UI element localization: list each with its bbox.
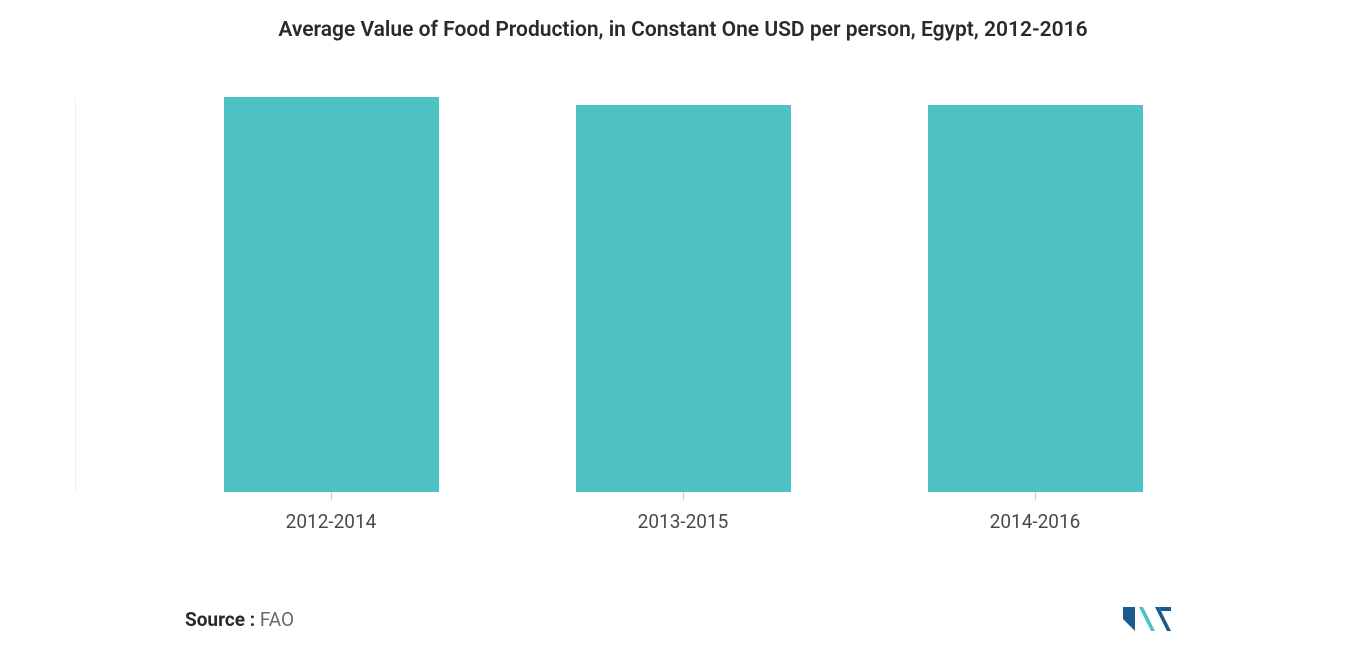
bar-1 [224, 97, 439, 492]
x-tick [1035, 492, 1036, 500]
bar-2 [576, 105, 791, 492]
bar-group [508, 97, 860, 492]
source-value: FAO [260, 608, 294, 631]
chart-title: Average Value of Food Production, in Con… [0, 18, 1366, 42]
bar-group [156, 97, 508, 492]
bar-group [859, 97, 1211, 492]
x-tick [331, 492, 332, 500]
plot-area [75, 97, 1291, 492]
mordor-logo-icon [1121, 603, 1181, 635]
chart-container: Average Value of Food Production, in Con… [0, 0, 1366, 655]
bar-3 [928, 105, 1143, 492]
x-axis-label: 2013-2015 [638, 510, 729, 533]
bars-wrapper [76, 97, 1291, 492]
x-tick-group: 2014-2016 [859, 492, 1211, 533]
chart-footer: Source : FAO [0, 603, 1366, 635]
x-tick-group: 2013-2015 [507, 492, 859, 533]
x-axis: 2012-2014 2013-2015 2014-2016 [75, 492, 1291, 533]
x-tick-group: 2012-2014 [155, 492, 507, 533]
source-label: Source : [185, 608, 255, 631]
x-axis-label: 2012-2014 [286, 510, 377, 533]
source-attribution: Source : FAO [185, 608, 294, 631]
x-axis-label: 2014-2016 [990, 510, 1081, 533]
x-tick [683, 492, 684, 500]
